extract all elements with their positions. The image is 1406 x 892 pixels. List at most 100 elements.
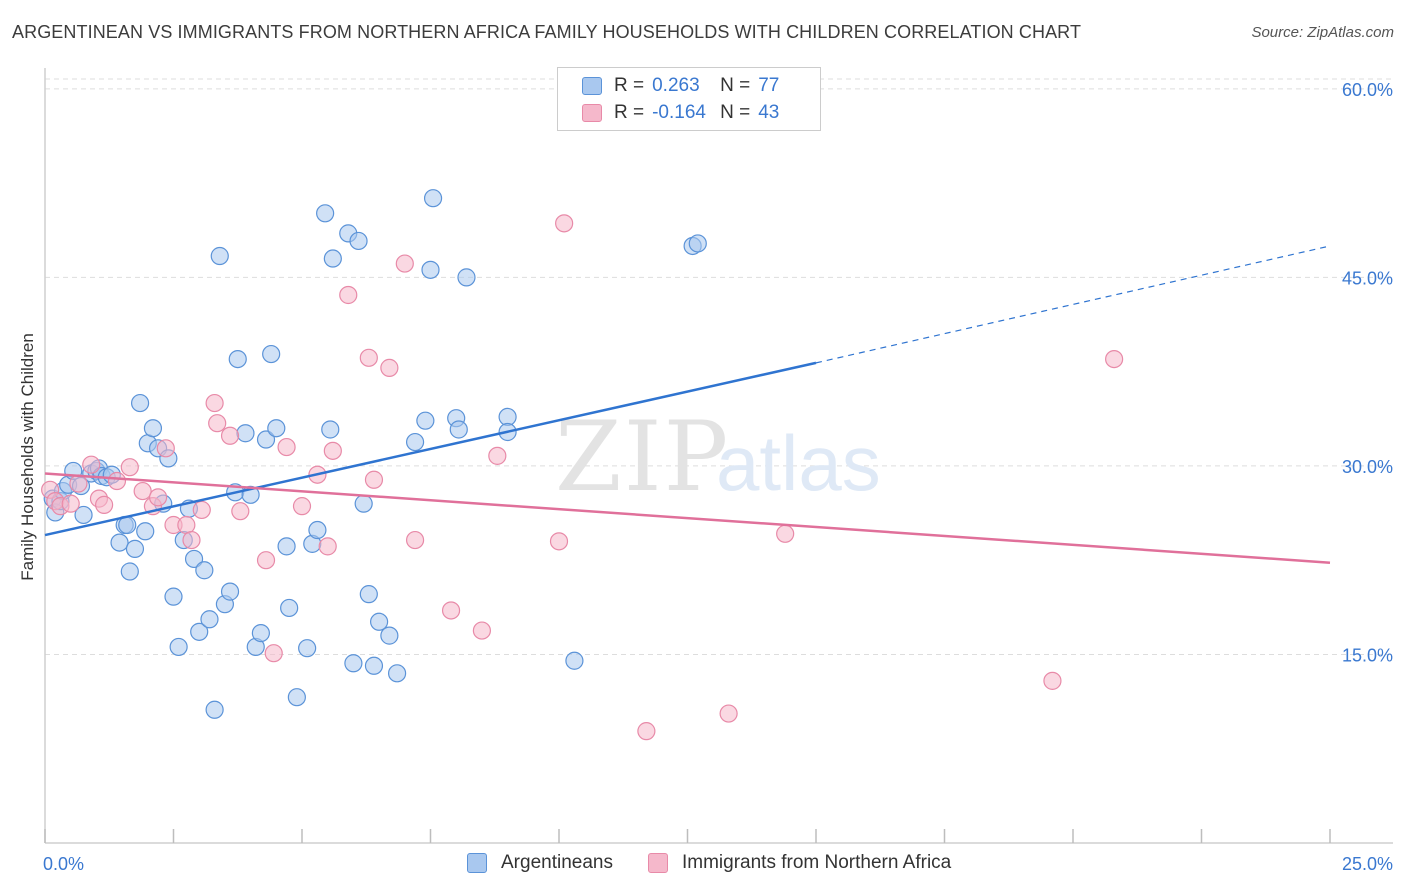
watermark-atlas: atlas [716,419,881,507]
watermark: ZIP atlas [555,401,881,513]
point-immigrants [61,494,80,513]
legend-r-label: R = [614,102,645,123]
point-argentineans [449,420,468,439]
point-immigrants [549,532,569,551]
point-argentineans [125,539,145,558]
point-immigrants [220,426,240,445]
point-immigrants [380,358,399,377]
point-immigrants [719,704,738,723]
point-argentineans [267,419,286,438]
point-immigrants [277,437,296,457]
point-argentineans [120,562,139,581]
point-argentineans [364,656,384,675]
point-immigrants [364,470,384,489]
point-argentineans [287,688,306,707]
point-immigrants [192,500,211,520]
point-immigrants [318,537,337,556]
point-immigrants [395,254,414,273]
point-argentineans [190,622,209,641]
point-argentineans [387,664,407,683]
trend-lines [44,245,1331,564]
point-argentineans [205,700,224,719]
point-argentineans [316,204,335,223]
point-argentineans [323,249,342,268]
point-argentineans [200,610,219,629]
legend-swatch-pink [582,104,602,122]
legend-n-label: N = [720,102,751,123]
point-immigrants [1105,349,1124,369]
point-argentineans [228,349,247,369]
point-argentineans [136,522,155,541]
point-argentineans [143,419,163,438]
point-argentineans [354,494,373,513]
point-immigrants [1043,671,1062,690]
point-argentineans [195,561,214,580]
point-immigrants [264,644,283,663]
legend-item-immigrants[interactable]: Immigrants from Northern Africa [648,852,951,874]
point-argentineans [277,537,296,556]
point-immigrants [177,515,196,535]
chart-title: ARGENTINEAN VS IMMIGRANTS FROM NORTHERN … [12,22,1082,42]
point-immigrants [231,502,250,521]
trend-line-argentineans-extension [815,245,1331,364]
point-immigrants [107,471,127,491]
legend-r-label: R = [614,75,645,96]
legend-swatch-blue [582,77,602,95]
legend-r-value: -0.164 [652,102,706,123]
trend-line-immigrants [44,472,1331,564]
point-argentineans [321,420,340,439]
legend-item-label: Argentineans [501,852,613,873]
y-tick-label: 45.0% [1342,268,1393,288]
point-immigrants [156,439,175,458]
x-tick-label: 0.0% [43,854,84,874]
legend-n-value: 77 [758,75,780,96]
point-argentineans [251,623,270,643]
point-immigrants [133,481,152,501]
point-argentineans [421,260,440,279]
point-immigrants [148,488,168,507]
point-argentineans [210,246,229,266]
y-tick-label: 30.0% [1342,457,1393,477]
point-immigrants [69,474,88,493]
point-immigrants [359,348,378,367]
grid-lines [45,78,1392,655]
axes [44,68,1393,844]
y-tick-label: 15.0% [1342,645,1393,665]
legend-row-argentineans: R = 0.263 N = 77 [582,74,779,98]
legend-n-value: 43 [758,102,780,123]
point-argentineans [405,432,425,452]
point-argentineans [370,612,389,631]
point-argentineans [457,268,476,287]
legend-n-label: N = [720,75,751,96]
point-immigrants [555,214,574,233]
point-immigrants [323,441,342,460]
point-immigrants [488,446,507,465]
tick-labels: 15.0% 30.0% 45.0% 60.0% 0.0% 25.0% [43,80,1393,874]
point-argentineans [130,393,150,413]
point-argentineans [498,407,517,427]
point-immigrants [182,530,201,550]
point-argentineans [256,430,276,449]
point-immigrants [208,414,227,433]
point-argentineans [169,637,188,657]
point-argentineans [565,651,584,670]
correlation-legend: R = 0.263 N = 77 R = -0.164 N = 43 [557,67,821,131]
point-argentineans [110,533,129,552]
point-immigrants [120,458,139,477]
point-immigrants [82,455,101,474]
point-immigrants [472,621,491,640]
legend-item-argentineans[interactable]: Argentineans [467,852,613,874]
point-argentineans [164,587,183,606]
legend-swatch-pink [648,853,668,873]
point-argentineans [416,411,435,430]
point-argentineans [688,234,707,253]
point-immigrants [637,722,656,741]
point-immigrants [205,393,224,413]
point-argentineans [262,344,281,364]
x-tick-label: 25.0% [1342,854,1393,874]
point-argentineans [236,424,255,443]
series-legend: Argentineans Immigrants from Northern Af… [0,852,1406,878]
point-immigrants [95,495,114,514]
watermark-zip: ZIP [555,401,730,513]
